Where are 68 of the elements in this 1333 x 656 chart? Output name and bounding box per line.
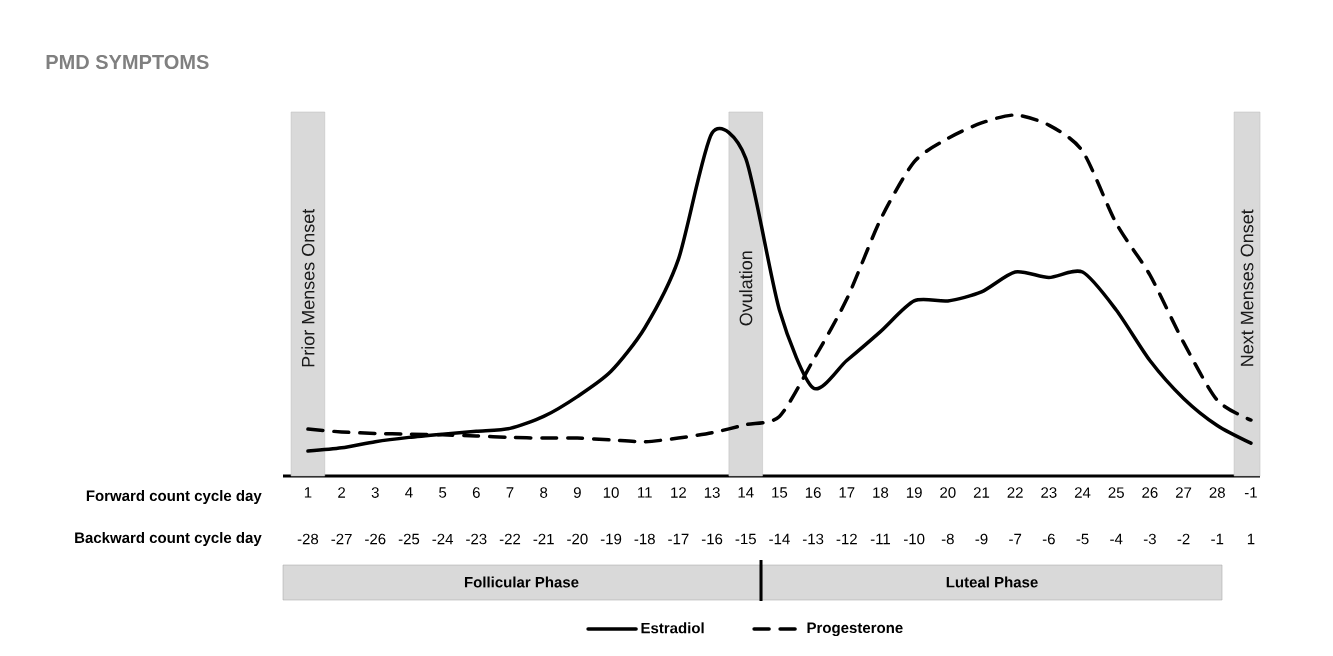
- text: -20: [567, 533, 588, 545]
- text: -10: [903, 533, 925, 545]
- x-tick-label: 19: [906, 487, 922, 498]
- x-tick-label: 1: [304, 487, 312, 498]
- x-tick-label: -1: [1244, 487, 1257, 498]
- x-tick-label: 11: [638, 487, 652, 498]
- text: -9: [975, 533, 988, 545]
- x-tick-label: 7: [506, 487, 514, 498]
- text: -16: [701, 533, 723, 545]
- x-tick-label: 25: [1108, 487, 1124, 498]
- text: 1: [1247, 533, 1255, 545]
- text: -18: [634, 533, 655, 545]
- x-tick-label: 18: [873, 487, 889, 498]
- text: -22: [499, 533, 521, 545]
- x-tick-label: 15: [772, 487, 788, 498]
- text: -7: [1009, 533, 1022, 545]
- chart-title: PMD SYMPTOMS: [46, 54, 209, 70]
- text: -8: [941, 533, 954, 545]
- x-tick-label: 23: [1041, 487, 1057, 498]
- x-tick-label: 27: [1175, 487, 1192, 498]
- text: Follicular Phase: [464, 576, 579, 588]
- x-tick-label: 20: [940, 487, 956, 498]
- x-tick-label: 28: [1209, 487, 1225, 498]
- x-tick-label: 24: [1074, 487, 1091, 498]
- x-tick-label: 5: [439, 487, 447, 498]
- text: -3: [1143, 533, 1156, 545]
- legend-label: Progesterone: [807, 622, 903, 637]
- x-tick-label: 17: [839, 487, 855, 498]
- text: -1: [1211, 533, 1224, 545]
- text: -6: [1042, 533, 1055, 545]
- text: -11: [870, 533, 891, 545]
- x-tick-label: 4: [405, 487, 413, 498]
- text: -24: [432, 533, 454, 545]
- text: -27: [331, 533, 352, 545]
- text: -26: [365, 533, 386, 545]
- x-tick-label: 14: [738, 487, 754, 498]
- legend-label: Estradiol: [641, 622, 704, 634]
- band-label: Next Menses Onset: [1240, 209, 1254, 366]
- text: Backward count cycle day: [75, 532, 262, 546]
- text: -23: [466, 533, 487, 545]
- text: -12: [836, 533, 857, 545]
- x-tick-label: 26: [1142, 487, 1158, 498]
- x-tick-label: 9: [573, 487, 581, 498]
- band-label: Prior Menses Onset: [301, 208, 315, 367]
- x-tick-label: 10: [603, 487, 619, 498]
- text: -13: [802, 533, 824, 545]
- text: -14: [769, 533, 790, 545]
- text: -2: [1177, 533, 1190, 545]
- x-tick-label: 8: [540, 487, 548, 498]
- x-tick-label: 3: [371, 487, 379, 498]
- x-tick-label: 2: [338, 487, 346, 498]
- text: -21: [533, 533, 554, 545]
- text: -15: [735, 533, 756, 545]
- text: -19: [600, 533, 622, 545]
- text: -17: [668, 533, 689, 545]
- text: -25: [398, 533, 420, 545]
- text: Luteal Phase: [946, 576, 1038, 588]
- text: -5: [1076, 533, 1089, 545]
- text: -28: [297, 533, 319, 545]
- x-tick-label: 12: [671, 487, 686, 498]
- x-tick-label: 13: [704, 487, 720, 498]
- x-tick-label: 21: [973, 487, 990, 498]
- x-tick-label: 16: [805, 487, 821, 498]
- band-label: Ovulation: [739, 251, 753, 326]
- x-tick-label: 6: [472, 487, 480, 498]
- text: -4: [1110, 533, 1123, 545]
- x-tick-label: 22: [1007, 487, 1023, 498]
- x-axis-title: Forward count cycle day: [86, 490, 262, 504]
